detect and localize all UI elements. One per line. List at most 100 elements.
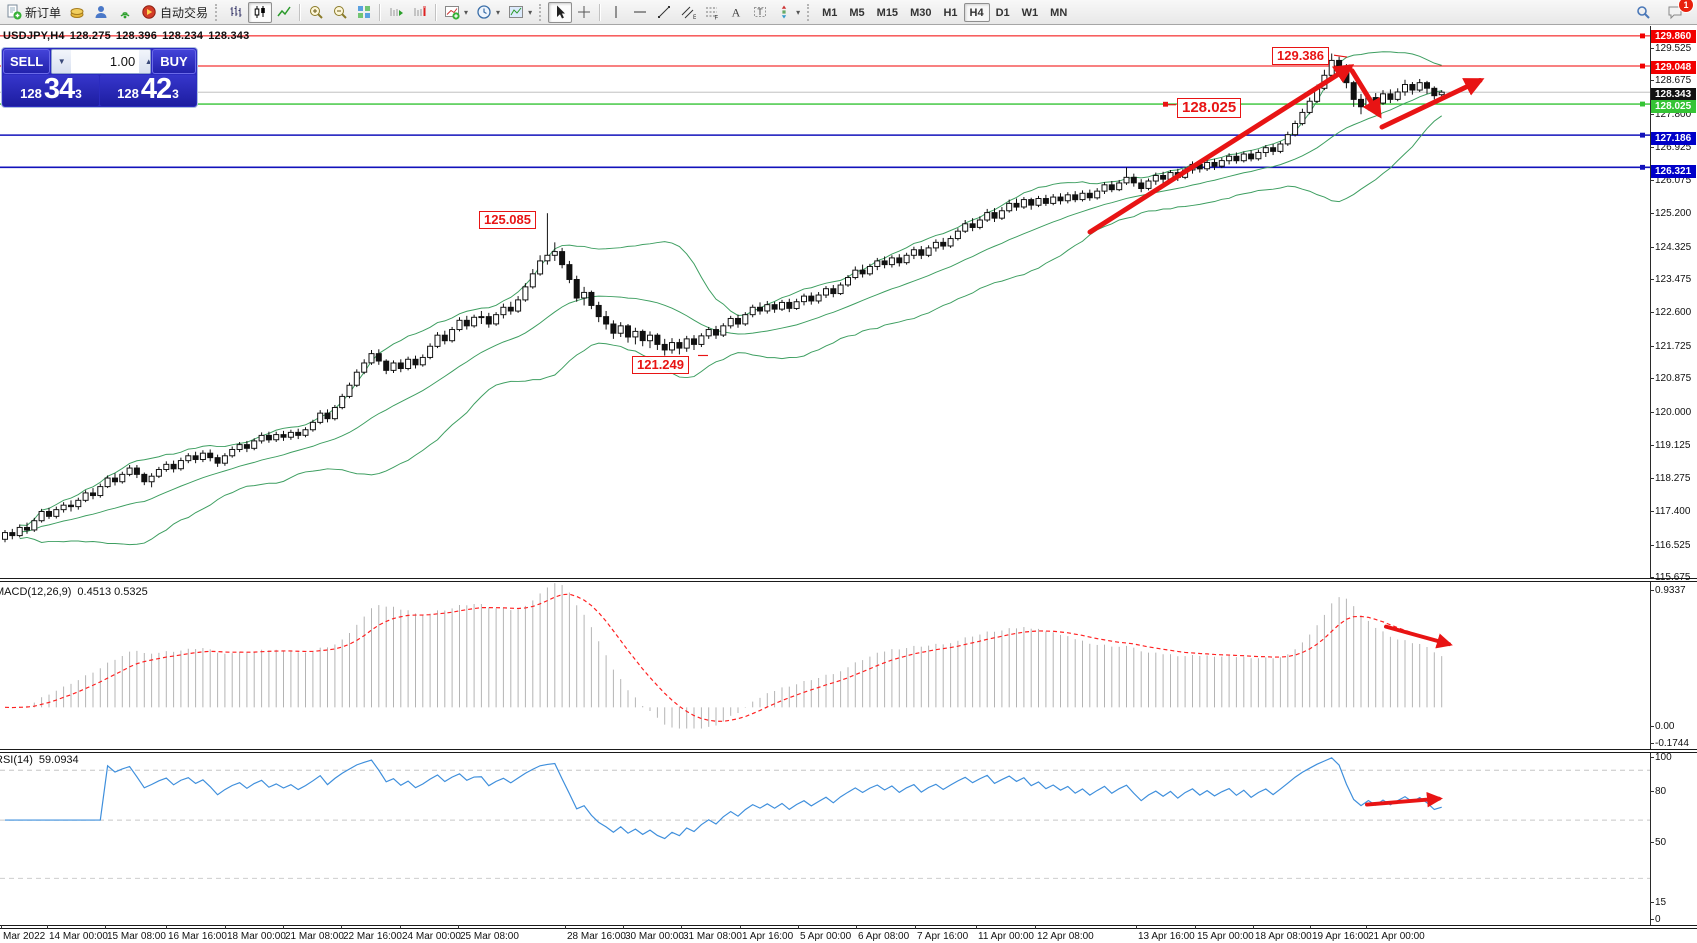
- open-value: 128.275: [69, 30, 111, 42]
- search-button[interactable]: [1631, 2, 1655, 23]
- ohlc-bars-icon: [228, 4, 244, 20]
- annotation-price-label-125.085[interactable]: 125.085: [479, 211, 536, 229]
- volume-increase-button[interactable]: ▲: [139, 50, 151, 73]
- new-order-icon: [6, 4, 22, 20]
- rsi-label: RSI(14)59.0934: [0, 754, 79, 766]
- price-tick: 125.200: [1649, 208, 1692, 220]
- bollinger-lower-band: [19, 115, 1442, 546]
- macd-arrow[interactable]: [1384, 624, 1453, 649]
- indicators-dropdown-button[interactable]: ▾: [440, 2, 472, 23]
- timeframe-m1-button[interactable]: M1: [816, 3, 843, 22]
- tile-windows-icon: [356, 4, 372, 20]
- annotation-price-label-129.386[interactable]: 129.386: [1272, 47, 1329, 65]
- volume-decrease-button[interactable]: ▼: [52, 50, 72, 73]
- fibonacci-icon: [704, 4, 720, 20]
- time-tick: [47, 925, 48, 929]
- hline-handle[interactable]: [1640, 132, 1645, 138]
- rsi-scale-15: 15: [1649, 896, 1667, 908]
- shapes-arrows-icon: [776, 4, 792, 20]
- trend-arrow[interactable]: [1379, 77, 1485, 130]
- timeframe-mn-button[interactable]: MN: [1044, 3, 1073, 22]
- hline-handle[interactable]: [1640, 164, 1645, 170]
- pane-separator[interactable]: [0, 749, 1697, 753]
- crosshair-tool-button[interactable]: [572, 2, 596, 23]
- annotation-price-label-128.025[interactable]: 128.025: [1177, 98, 1242, 118]
- time-label: 21 Apr 00:00: [1368, 931, 1425, 942]
- cursor-tool-button[interactable]: [548, 1, 573, 23]
- time-tick: [1310, 925, 1311, 929]
- new-order-button[interactable]: 新订单: [2, 2, 65, 23]
- auto-trading-button[interactable]: 自动交易: [137, 2, 212, 23]
- toolbar-grip: [807, 3, 813, 21]
- timeframe-m15-button[interactable]: M15: [871, 3, 904, 22]
- buy-button[interactable]: BUY: [152, 49, 196, 74]
- timeframe-h4-button[interactable]: H4: [963, 2, 990, 22]
- pane-separator[interactable]: [0, 578, 1697, 582]
- cursor-icon: [552, 4, 568, 20]
- gold-coins-icon: [69, 4, 85, 20]
- text-label-tool-button[interactable]: [748, 2, 772, 23]
- periods-dropdown-button[interactable]: ▾: [472, 2, 504, 23]
- vertical-line-tool-button[interactable]: [604, 2, 628, 23]
- trendline-tool-button[interactable]: [652, 2, 676, 23]
- hline-handle[interactable]: [1640, 33, 1645, 39]
- candlestick-mode-button[interactable]: [248, 1, 273, 23]
- text-icon: [728, 4, 744, 20]
- chart-title: USDJPY,H4 128.275 128.396 128.234 128.343: [3, 30, 254, 42]
- horizontal-line-tool-button[interactable]: [628, 2, 652, 23]
- time-tick: [1035, 925, 1036, 929]
- deposit-button[interactable]: [65, 2, 89, 23]
- time-tick: [1195, 925, 1196, 929]
- time-tick: [1, 925, 2, 929]
- hline-handle[interactable]: [1640, 63, 1645, 69]
- timeframe-h1-button[interactable]: H1: [937, 3, 963, 22]
- time-tick: [400, 925, 401, 929]
- timeframe-m5-button[interactable]: M5: [843, 3, 870, 22]
- chart-area: USDJPY,H4 128.275 128.396 128.234 128.343 SE…: [0, 26, 1697, 943]
- horizontal-line-icon: [632, 4, 648, 20]
- rsi-scale-50: 50: [1649, 837, 1667, 848]
- annotation-price-label-121.249[interactable]: 121.249: [632, 356, 689, 374]
- timeframe-d1-button[interactable]: D1: [990, 3, 1016, 22]
- channel-tool-button[interactable]: [676, 2, 700, 23]
- time-label: 1 Apr 16:00: [742, 931, 794, 942]
- text-tool-button[interactable]: [724, 2, 748, 23]
- templates-dropdown-button[interactable]: ▾: [504, 2, 536, 23]
- buy-price[interactable]: 128 42 3: [100, 75, 196, 106]
- zoom-in-button[interactable]: [304, 2, 328, 23]
- rsi-arrow[interactable]: [1365, 791, 1443, 808]
- close-value: 128.343: [208, 30, 250, 42]
- price-axis-border: [1650, 26, 1651, 929]
- time-tick: [225, 925, 226, 929]
- account-button[interactable]: [89, 2, 113, 23]
- price-axis[interactable]: 129.525 128.675 127.800 126.925 126.075 125.2…: [1649, 26, 1697, 943]
- toolbar-right-group: 1: [1631, 0, 1695, 23]
- bar-chart-mode-button[interactable]: [224, 2, 248, 23]
- arrows-dropdown-button[interactable]: ▾: [772, 2, 804, 23]
- time-label: 6 Apr 08:00: [858, 931, 910, 942]
- chart-shift-icon: [388, 4, 404, 20]
- volume-input[interactable]: [71, 50, 140, 73]
- auto-scroll-button[interactable]: [408, 2, 432, 23]
- macd-histogram: [11, 583, 1443, 729]
- tile-windows-button[interactable]: [352, 2, 376, 23]
- fibonacci-tool-button[interactable]: [700, 2, 724, 23]
- sell-button[interactable]: SELL: [3, 49, 51, 74]
- price-chart-canvas[interactable]: [0, 26, 1650, 927]
- hline-handle[interactable]: [1640, 101, 1645, 107]
- trendline-icon: [656, 4, 672, 20]
- signals-button[interactable]: [113, 2, 137, 23]
- signal-icon: [117, 4, 133, 20]
- timeframe-m30-button[interactable]: M30: [904, 3, 937, 22]
- trend-arrow[interactable]: [1349, 68, 1382, 119]
- line-chart-mode-button[interactable]: [272, 2, 296, 23]
- time-tick: [283, 925, 284, 929]
- sell-price[interactable]: 128 34 3: [3, 75, 99, 106]
- rsi-scale-80: 80: [1649, 785, 1667, 797]
- timeframe-w1-button[interactable]: W1: [1016, 3, 1045, 22]
- chart-shift-button[interactable]: [384, 2, 408, 23]
- trend-arrow[interactable]: [1087, 64, 1355, 235]
- time-label: 15 Apr 00:00: [1197, 931, 1254, 942]
- zoom-out-button[interactable]: [328, 2, 352, 23]
